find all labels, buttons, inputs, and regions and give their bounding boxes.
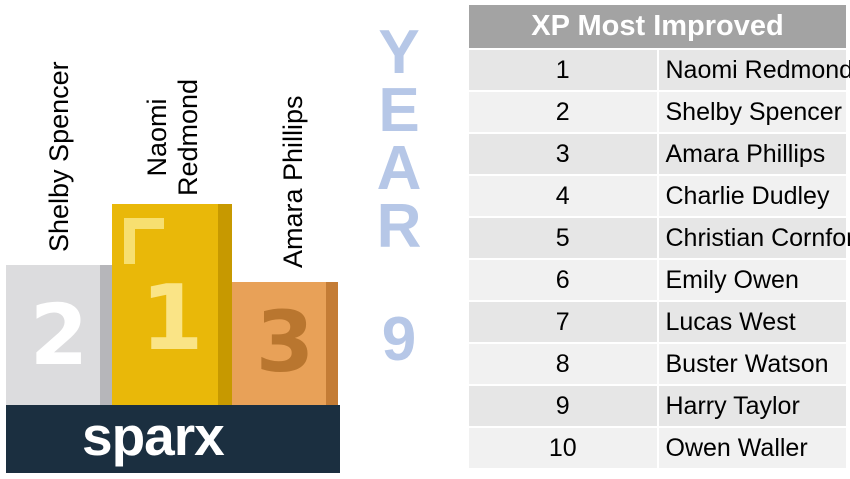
- rank-cell: 8: [469, 342, 659, 385]
- student-name-cell: Charlie Dudley: [657, 174, 846, 217]
- rank-cell: 7: [469, 300, 659, 343]
- student-name-cell: Amara Phillips: [657, 132, 846, 175]
- student-name-cell: Christian Cornforth: [657, 216, 850, 259]
- ranking-title: XP Most Improved: [469, 5, 846, 49]
- year-letter: Y: [378, 18, 420, 87]
- podium-base: sparx: [6, 405, 340, 473]
- podium-first-number: 1: [140, 266, 204, 371]
- podium-third-number: 3: [255, 293, 315, 391]
- podium-first-name-line1: Naomi: [142, 98, 172, 177]
- rank-cell: 4: [469, 174, 659, 217]
- rank-cell: 2: [469, 90, 659, 133]
- student-name-cell: Owen Waller: [657, 426, 846, 468]
- student-name-cell: Buster Watson: [657, 342, 846, 385]
- table-row: 3 Amara Phillips: [469, 132, 846, 175]
- year-letter: R: [376, 192, 422, 261]
- podium-third-name: Amara Phillips: [278, 95, 308, 268]
- table-row: 1 Naomi Redmond: [469, 48, 850, 91]
- student-name-cell: Emily Owen: [657, 258, 846, 301]
- rank-cell: 5: [469, 216, 659, 259]
- student-name-cell: Naomi Redmond: [657, 48, 850, 91]
- table-row: 5 Christian Cornforth: [469, 216, 850, 259]
- rank-cell: 9: [469, 384, 659, 427]
- rank-cell: 3: [469, 132, 659, 175]
- table-row: 6 Emily Owen: [469, 258, 846, 301]
- ranking-table: XP Most Improved 1 Naomi Redmond 2 Shelb…: [469, 5, 850, 468]
- podium-first-name-line2: Redmond: [173, 78, 204, 196]
- table-row: 2 Shelby Spencer: [469, 90, 846, 133]
- table-row: 8 Buster Watson: [469, 342, 846, 385]
- student-name-cell: Harry Taylor: [657, 384, 846, 427]
- rank-cell: 10: [469, 426, 659, 468]
- rank-cell: 6: [469, 258, 659, 301]
- sparx-logo: sparx: [82, 405, 225, 467]
- rank-cell: 1: [469, 48, 659, 91]
- podium-second-number: 2: [29, 286, 89, 384]
- podium-second-block: 2: [6, 265, 112, 405]
- table-row: 7 Lucas West: [469, 300, 846, 343]
- podium-first-highlight: [124, 218, 164, 264]
- student-name-cell: Shelby Spencer: [657, 90, 846, 133]
- podium-first-side: [218, 204, 232, 405]
- podium-second-side: [100, 265, 112, 405]
- student-name-cell: Lucas West: [657, 300, 846, 343]
- year-number: 9: [381, 305, 417, 374]
- podium-graphic: 2 1 3 Shelby Spencer Naomi Redmond Amara…: [0, 0, 350, 479]
- table-row: 9 Harry Taylor: [469, 384, 846, 427]
- year-banner: Y E A R 9: [374, 18, 424, 374]
- year-letter: A: [376, 134, 422, 203]
- year-letter: E: [378, 76, 420, 145]
- table-row: 10 Owen Waller: [469, 426, 846, 468]
- podium-third-block: 3: [232, 282, 338, 405]
- podium-second-name: Shelby Spencer: [44, 61, 74, 252]
- podium-third-side: [326, 282, 338, 405]
- podium-first-block: 1: [112, 204, 232, 405]
- podium-first-name: Naomi Redmond: [142, 79, 204, 196]
- table-row: 4 Charlie Dudley: [469, 174, 846, 217]
